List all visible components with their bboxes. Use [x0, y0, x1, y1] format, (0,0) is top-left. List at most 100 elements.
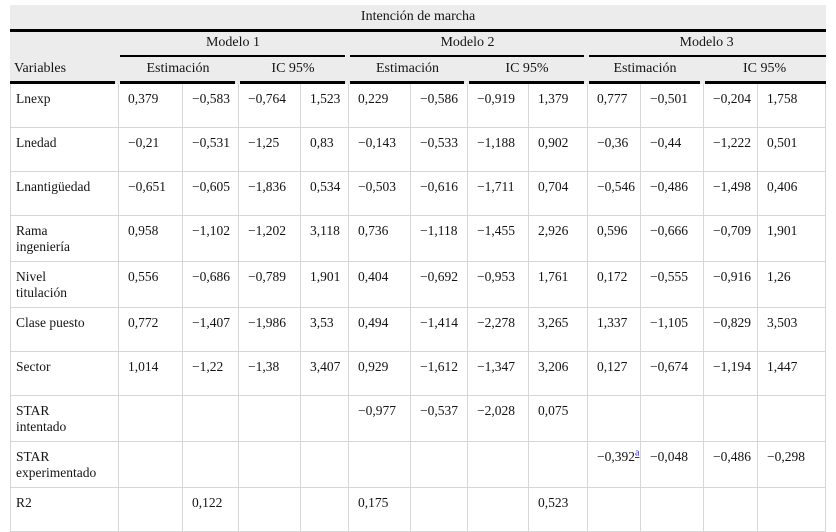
- value-cell: [300, 395, 348, 441]
- value-cell: 3,407: [300, 351, 348, 395]
- value-cell: [348, 441, 410, 487]
- model-2-header: Modelo 2: [348, 32, 587, 57]
- table-title: Intención de marcha: [10, 5, 827, 32]
- results-table: Intención de marcha Modelo 1 Modelo 2 Mo…: [10, 5, 827, 532]
- value-cell: 0,777: [587, 84, 640, 127]
- table-row: Rama ingeniería 0,958 −1,102 −1,202 3,118 0,73…: [10, 215, 827, 261]
- value-cell: 0,704: [528, 171, 587, 215]
- value-cell: 0,534: [300, 171, 348, 215]
- value-cell: [587, 395, 640, 441]
- value-cell: 0,736: [348, 215, 410, 261]
- value-cell: −1,612: [410, 351, 467, 395]
- value-cell: −0,789: [238, 261, 300, 307]
- value-cell: [757, 487, 827, 532]
- value-cell: −0,764: [238, 84, 300, 127]
- value-cell: 1,758: [757, 84, 827, 127]
- value-cell: −0,555: [640, 261, 703, 307]
- value-cell: 0,404: [348, 261, 410, 307]
- table-title-row: Intención de marcha: [10, 5, 827, 32]
- variables-header: Variables: [10, 57, 118, 84]
- value-cell: [410, 441, 467, 487]
- value-cell: [757, 395, 827, 441]
- variable-name: Rama ingeniería: [10, 215, 118, 261]
- variable-name: Nivel titulación: [10, 261, 118, 307]
- table-row: R2 0,122 0,175 0,523: [10, 487, 827, 532]
- value-cell: 3,503: [757, 307, 827, 351]
- value-cell: [182, 395, 238, 441]
- model-2-ci-header: IC 95%: [467, 57, 587, 84]
- value-cell: [300, 487, 348, 532]
- variable-name: Sector: [10, 351, 118, 395]
- value-cell: −0,21: [118, 127, 182, 171]
- value-cell: [467, 487, 528, 532]
- value-cell: −1,455: [467, 215, 528, 261]
- variable-name: R2: [10, 487, 118, 532]
- value-cell: −0,605: [182, 171, 238, 215]
- value-cell: −1,347: [467, 351, 528, 395]
- subheader-row: Variables Estimación IC 95% Estimación I…: [10, 57, 827, 84]
- value-cell: −1,22: [182, 351, 238, 395]
- value-cell: −0,44: [640, 127, 703, 171]
- value-cell: 0,772: [118, 307, 182, 351]
- value-cell: 3,118: [300, 215, 348, 261]
- value-cell: 0,379: [118, 84, 182, 127]
- value-cell: −1,194: [703, 351, 757, 395]
- value-cell: −1,711: [467, 171, 528, 215]
- variable-name: STAR intentado: [10, 395, 118, 441]
- value-cell: −0,666: [640, 215, 703, 261]
- value-cell: −1,836: [238, 171, 300, 215]
- value-cell: −0,616: [410, 171, 467, 215]
- value-cell: [118, 441, 182, 487]
- value-cell: 0,175: [348, 487, 410, 532]
- value-cell: [300, 441, 348, 487]
- value-cell: 0,958: [118, 215, 182, 261]
- value-cell: 1,447: [757, 351, 827, 395]
- value-cell: −0,503: [348, 171, 410, 215]
- value-cell: −0,583: [182, 84, 238, 127]
- value-cell: −0,392a: [587, 441, 640, 487]
- value-cell: −0,143: [348, 127, 410, 171]
- value-cell: [238, 441, 300, 487]
- value-cell: 0,596: [587, 215, 640, 261]
- value-cell: −0,533: [410, 127, 467, 171]
- value-cell: −0,953: [467, 261, 528, 307]
- table-row: Nivel titulación 0,556 −0,686 −0,789 1,901 0,4…: [10, 261, 827, 307]
- model-1-estimation-header: Estimación: [118, 57, 238, 84]
- model-3-header: Modelo 3: [587, 32, 827, 57]
- value-cell: −0,674: [640, 351, 703, 395]
- value-cell: −0,977: [348, 395, 410, 441]
- table-row: STAR intentado −0,977 −0,537 −2,028 0,075: [10, 395, 827, 441]
- value-cell: −0,829: [703, 307, 757, 351]
- value-cell: 0,83: [300, 127, 348, 171]
- value-cell: [410, 487, 467, 532]
- value-cell: 3,206: [528, 351, 587, 395]
- value-cell: −1,202: [238, 215, 300, 261]
- value-cell: −0,586: [410, 84, 467, 127]
- table-row: Lnexp 0,379 −0,583 −0,764 1,523 0,229 −0,586 −0…: [10, 84, 827, 127]
- value-cell: −0,916: [703, 261, 757, 307]
- model-header-row: Modelo 1 Modelo 2 Modelo 3: [10, 32, 827, 57]
- value-cell: 0,929: [348, 351, 410, 395]
- value-cell: −0,686: [182, 261, 238, 307]
- value-cell: 1,337: [587, 307, 640, 351]
- value-cell: [467, 441, 528, 487]
- value-cell: −0,501: [640, 84, 703, 127]
- value-cell: −1,102: [182, 215, 238, 261]
- value-cell: 0,172: [587, 261, 640, 307]
- value-cell: 0,494: [348, 307, 410, 351]
- value-cell: 0,501: [757, 127, 827, 171]
- value-cell: −1,38: [238, 351, 300, 395]
- footnote-link[interactable]: a: [635, 447, 640, 459]
- value-cell: [587, 487, 640, 532]
- value-cell: 3,265: [528, 307, 587, 351]
- value-cell: [528, 441, 587, 487]
- value-cell: −1,188: [467, 127, 528, 171]
- table-row: Sector 1,014 −1,22 −1,38 3,407 0,929 −1,612 −1,…: [10, 351, 827, 395]
- model-1-ci-header: IC 95%: [238, 57, 348, 84]
- value-cell: −1,105: [640, 307, 703, 351]
- value-cell: −1,414: [410, 307, 467, 351]
- table-row: Clase puesto 0,772 −1,407 −1,986 3,53 0,494 −1…: [10, 307, 827, 351]
- table-row: Lnantigüedad −0,651 −0,605 −1,836 0,534 −0,50…: [10, 171, 827, 215]
- value-cell: −0,546: [587, 171, 640, 215]
- value-cell: −1,407: [182, 307, 238, 351]
